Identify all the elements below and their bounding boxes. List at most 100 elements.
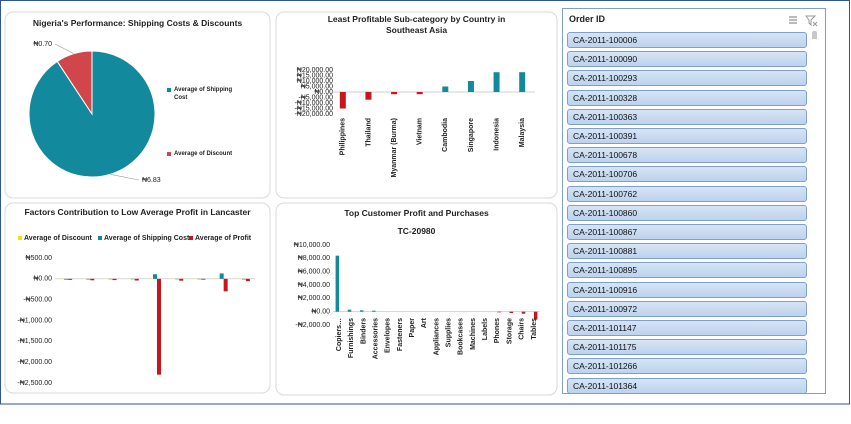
slicer-item[interactable]: CA-2011-100090 — [567, 51, 807, 68]
slicer: Order ID CA-2011-100006 CA-2011-100090 CA-… — [562, 8, 826, 394]
frame — [0, 0, 850, 405]
bar — [90, 278, 95, 281]
slicer-item[interactable]: CA-2011-100006 — [567, 32, 807, 48]
x-tick-label: Furnishings — [348, 318, 355, 358]
x-tick-label: Paper — [409, 318, 416, 338]
y-tick-label: -₦15,000.00 — [294, 105, 333, 112]
leader-line — [54, 43, 74, 54]
x-tick-label: Labels — [482, 318, 489, 340]
bar — [347, 309, 352, 312]
slicer-item[interactable]: CA-2011-101175 — [567, 339, 807, 356]
bar — [219, 273, 224, 279]
y-tick-label: -₦10,000.00 — [294, 100, 333, 107]
slicer-item[interactable]: CA-2011-100972 — [567, 300, 807, 317]
slicer-item[interactable]: CA-2011-100867 — [567, 224, 807, 240]
bar — [442, 86, 449, 92]
bar — [179, 278, 184, 281]
slicer-item[interactable]: CA-2011-100895 — [567, 262, 807, 279]
x-tick-label: Accessories — [372, 318, 379, 359]
legend-swatch — [18, 236, 22, 240]
slicer-item[interactable]: CA-2011-100363 — [567, 108, 807, 125]
x-tick-label: Art — [421, 317, 428, 328]
bar — [493, 72, 500, 92]
x-tick-label: Supplies — [446, 318, 453, 347]
slicer-item[interactable]: CA-2011-100678 — [567, 147, 807, 164]
bar — [335, 255, 340, 312]
y-tick-label: ₦0.00 — [311, 309, 330, 316]
x-tick-label: Envelopes — [385, 318, 392, 353]
chart-subtitle: TC-20980 — [397, 226, 436, 236]
y-tick-label: ₦20,000.00 — [297, 67, 333, 74]
x-tick-label: Fasteners — [397, 318, 404, 351]
bar — [201, 278, 206, 280]
x-tick-label: Malaysia — [519, 118, 526, 147]
bar — [467, 81, 474, 92]
y-tick-label: -₦2,000.00 — [295, 322, 330, 329]
legend-entry: Average of Shipping Cost — [104, 235, 190, 242]
bar — [245, 278, 250, 282]
bar — [365, 92, 372, 100]
legend-swatch — [98, 236, 102, 240]
bar — [241, 278, 246, 280]
y-tick-label: ₦8,000.00 — [298, 255, 330, 262]
x-tick-label: Philippines — [340, 118, 347, 155]
slicer-title: Order ID — [569, 14, 606, 24]
y-tick-label: ₦10,000.00 — [294, 242, 330, 249]
slicer-item[interactable]: CA-2011-101147 — [567, 320, 807, 336]
slicer-icons — [789, 15, 818, 39]
bar — [134, 278, 139, 281]
leader-line — [110, 174, 140, 181]
bar — [533, 311, 538, 320]
x-tick-label: Storage — [506, 318, 513, 344]
chart-title: Least Profitable Sub-category by Country… — [327, 14, 506, 35]
slicer-item[interactable]: CA-2011-100762 — [567, 185, 807, 202]
y-tick-label: ₦10,000.00 — [297, 78, 333, 85]
bar — [521, 311, 526, 314]
x-tick-label: Singapore — [468, 118, 475, 152]
legend-entry: Average of Discount — [167, 150, 242, 158]
y-tick-label: -₦500.00 — [23, 297, 52, 304]
bar — [68, 278, 73, 280]
chart-title: Factors Contribution to Low Average Prof… — [24, 207, 251, 217]
y-tick-label: ₦15,000.00 — [297, 72, 333, 79]
x-tick-label: Cambodia — [442, 118, 449, 152]
slicer-item[interactable]: CA-2011-100860 — [567, 204, 807, 221]
bar — [372, 310, 376, 312]
legend-entry: Average of Shipping Cost — [167, 86, 242, 102]
slicer-item[interactable]: CA-2011-100293 — [567, 70, 807, 87]
chart-title: Top Customer Profit and Purchases — [344, 208, 489, 218]
slicer-item[interactable]: CA-2011-100391 — [567, 128, 807, 144]
y-tick-label: ₦500.00 — [26, 255, 53, 262]
x-tick-label: Appliances — [433, 318, 440, 355]
slicer-item[interactable]: CA-2011-100328 — [567, 89, 807, 106]
y-tick-label: -₦5,000.00 — [298, 94, 333, 101]
legend-swatch — [189, 236, 193, 240]
y-tick-label: ₦0.00 — [314, 89, 333, 96]
y-tick-label: -₦1,500.00 — [17, 338, 52, 345]
x-tick-label: Indonesia — [493, 118, 500, 151]
multi-select-icon[interactable] — [789, 16, 797, 24]
bar — [153, 274, 157, 279]
data-label: ₦6.83 — [142, 177, 161, 184]
slicer-item[interactable]: CA-2011-100706 — [567, 166, 807, 183]
bar — [86, 278, 91, 280]
slicer-item[interactable]: CA-2011-101266 — [567, 358, 807, 375]
x-tick-label: Phones — [494, 318, 501, 343]
x-tick-label: Machines — [470, 318, 477, 350]
bar — [519, 72, 526, 92]
legend-entry: Average of Discount — [24, 235, 92, 242]
scrollbar-thumb[interactable] — [812, 31, 817, 39]
y-tick-label: ₦5,000.00 — [301, 83, 333, 90]
bar — [359, 310, 364, 312]
y-tick-label: -₦20,000.00 — [294, 111, 333, 118]
slicer-item[interactable]: CA-2011-100881 — [567, 243, 807, 260]
y-tick-label: ₦6,000.00 — [298, 269, 330, 276]
chart-title: Nigeria's Performance: Shipping Costs & … — [32, 18, 243, 28]
bar — [112, 278, 117, 281]
slicer-item[interactable]: CA-2011-100916 — [567, 281, 807, 298]
x-tick-label: Bookcases — [458, 318, 465, 355]
x-tick-label: Tables — [531, 318, 538, 340]
slicer-item[interactable]: CA-2011-101364 — [567, 377, 807, 394]
clear-filter-icon[interactable] — [805, 15, 818, 27]
bar — [157, 278, 161, 375]
